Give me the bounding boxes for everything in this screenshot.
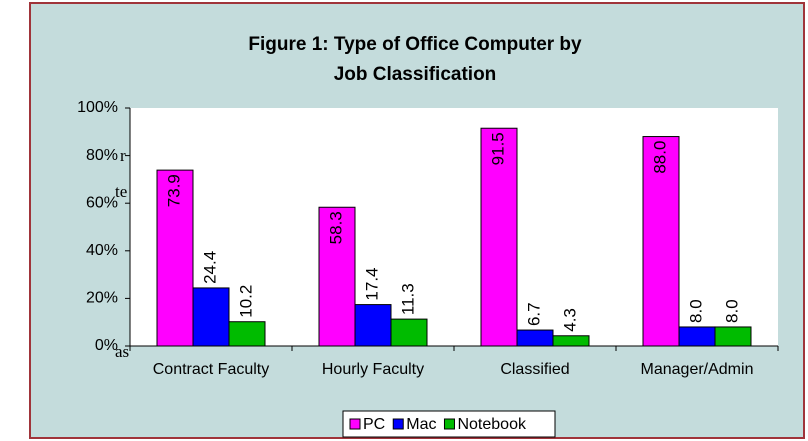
value-label: 8.0 [686,299,705,323]
value-label: 91.5 [488,132,507,165]
bar [390,318,428,347]
value-label: 6.7 [524,302,543,326]
value-label: 17.4 [362,267,381,300]
value-label: 58.3 [326,211,345,244]
y-tick-label: 100% [77,99,118,116]
value-label: 4.3 [560,308,579,332]
value-label: 88.0 [650,141,669,174]
value-label: 24.4 [200,251,219,284]
y-tick-label: 80% [86,147,118,164]
legend-swatch [349,418,361,430]
x-tick-label: Hourly Faculty [322,361,424,378]
margin-text: r [120,146,126,165]
value-label: 11.3 [398,283,417,315]
chart-title: Figure 1: Type of Office Computer by [248,34,582,55]
legend-label: PC [363,416,385,433]
x-tick-label: Classified [500,361,569,378]
y-tick-label: 60% [86,194,118,211]
legend-label: Mac [406,416,436,433]
bar [642,136,680,347]
margin-text: te [115,182,127,201]
bar [714,326,752,347]
bar [228,321,266,347]
value-label: 10.2 [236,285,255,318]
margin-text: as [115,342,129,361]
legend-swatch [392,418,404,430]
legend-swatch [443,418,455,430]
bar [354,304,392,347]
legend-label: Notebook [457,416,526,433]
y-tick-label: 40% [86,242,118,259]
x-tick-label: Manager/Admin [641,361,754,378]
bar [318,206,356,347]
y-tick-label: 20% [86,290,118,307]
value-label: 8.0 [722,299,741,323]
bar [516,329,554,347]
chart-title: Job Classification [334,64,497,85]
y-tick-label: 0% [95,337,118,354]
value-label: 73.9 [164,174,183,207]
bar [678,326,716,347]
bar [552,335,590,347]
bar [156,169,194,347]
bar [192,287,230,347]
x-tick-label: Contract Faculty [153,361,269,378]
bar [480,127,518,347]
